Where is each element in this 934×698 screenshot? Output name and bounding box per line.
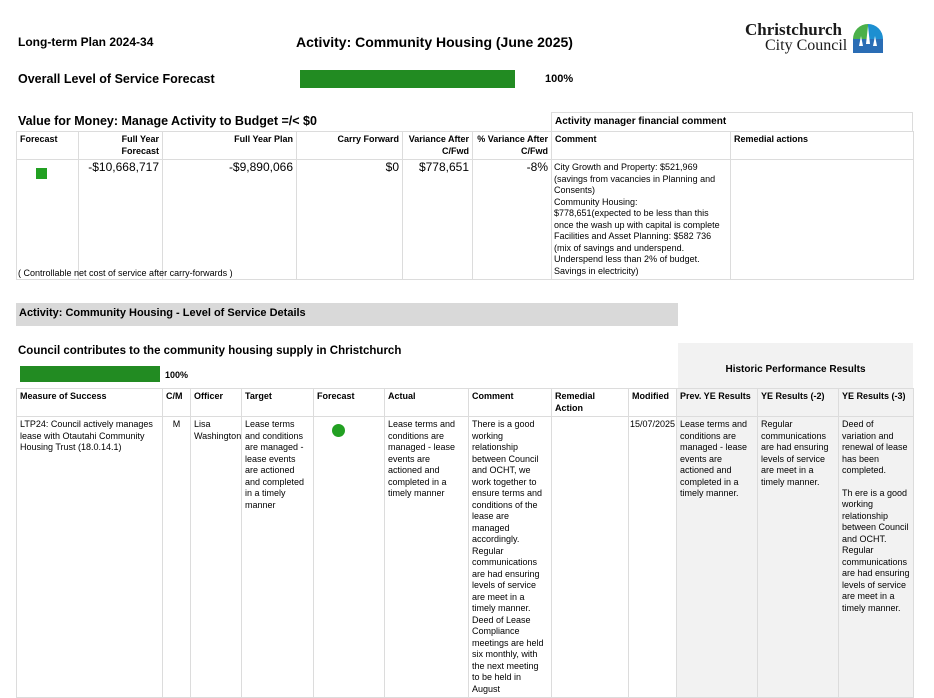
comment-line: $778,651(expected to be less than this o… [554, 208, 720, 230]
los-progress-bar [20, 366, 160, 382]
comment: There is a good working relationship bet… [468, 416, 552, 698]
section-header: Activity: Community Housing - Level of S… [16, 303, 678, 326]
los-title: Council contributes to the community hou… [18, 345, 402, 357]
col-remedial: Remedial actions [730, 131, 914, 160]
footnote: ( Controllable net cost of service after… [18, 268, 233, 278]
col-remedial: Remedial Action [551, 388, 629, 417]
prev-ye-results: Lease terms and conditions are managed -… [676, 416, 758, 698]
col-pct-variance: % Variance After C/Fwd [472, 131, 552, 160]
table-row: LTP24: Council actively manages lease wi… [16, 416, 914, 698]
col-ye3: YE Results (-3) [838, 388, 914, 417]
forecast-cell [313, 416, 385, 698]
col-target: Target [241, 388, 314, 417]
ye3-para: Th ere is a good working relationship be… [842, 487, 910, 613]
table-row: -$10,668,717 -$9,890,066 $0 $778,651 -8%… [16, 159, 914, 280]
comment-line: (savings from vacancies in Planning and … [554, 173, 716, 196]
col-variance: Variance After C/Fwd [402, 131, 473, 160]
financial-comment-header: Activity manager financial comment [551, 112, 913, 132]
modified: 15/07/2025 [628, 416, 677, 698]
col-forecast: Forecast [16, 131, 79, 160]
forecast-green-square-icon [36, 168, 47, 179]
ye2-results: Regular communications are had ensuring … [757, 416, 839, 698]
historic-title: Historic Performance Results [725, 364, 866, 375]
comment-line: Savings in electricity) [554, 265, 639, 276]
activity-title: Activity: Community Housing (June 2025) [296, 34, 573, 50]
logo-line1: Christchurch [745, 20, 842, 39]
comment-line: (mix of savings and underspend. [554, 242, 685, 253]
col-modified: Modified [628, 388, 677, 417]
los-percent: 100% [165, 370, 189, 380]
officer: Lisa Washington [190, 416, 242, 698]
comment-line: Community Housing: [554, 196, 638, 207]
target: Lease terms and conditions are managed -… [241, 416, 314, 698]
measure: LTP24: Council actively manages lease wi… [16, 416, 163, 698]
overall-progress-bar [300, 70, 515, 88]
col-actual: Actual [384, 388, 469, 417]
forecast-cell [16, 159, 79, 280]
vfm-table: Forecast Full Year Forecast Full Year Pl… [16, 131, 914, 280]
overall-label: Overall Level of Service Forecast [18, 72, 215, 86]
overall-percent: 100% [545, 73, 574, 85]
col-prev-ye: Prev. YE Results [676, 388, 758, 417]
carry-forward: $0 [296, 159, 403, 280]
comment-line: Facilities and Asset Planning: $582 736 [554, 231, 712, 241]
col-comment: Comment [468, 388, 552, 417]
comment-line: City Growth and Property: $521,969 [554, 162, 698, 172]
remedial-action [551, 416, 629, 698]
remedial-actions [730, 159, 914, 280]
los-table: Measure of Success C/M Officer Target Fo… [16, 388, 914, 698]
variance: $778,651 [402, 159, 473, 280]
ye3-para: Deed of variation and renewal of lease h… [842, 419, 908, 475]
full-year-plan: -$9,890,066 [162, 159, 297, 280]
col-measure: Measure of Success [16, 388, 163, 417]
ye3-results: Deed of variation and renewal of lease h… [838, 416, 914, 698]
actual: Lease terms and conditions are managed -… [384, 416, 469, 698]
comment-line: Underspend less than 2% of budget. [554, 254, 700, 264]
council-logo: Christchurch City Council [745, 20, 890, 58]
col-full-year-forecast: Full Year Forecast [78, 131, 163, 160]
col-comment: Comment [551, 131, 731, 160]
col-cm: C/M [162, 388, 191, 417]
cm: M [162, 416, 191, 698]
col-ye2: YE Results (-2) [757, 388, 839, 417]
financial-comment: City Growth and Property: $521,969 (savi… [551, 159, 731, 280]
cathedral-logo-icon [853, 24, 883, 53]
col-forecast: Forecast [313, 388, 385, 417]
plan-title: Long-term Plan 2024-34 [18, 35, 154, 49]
col-full-year-plan: Full Year Plan [162, 131, 297, 160]
col-officer: Officer [190, 388, 242, 417]
vfm-title: Value for Money: Manage Activity to Budg… [18, 114, 317, 128]
full-year-forecast: -$10,668,717 [78, 159, 163, 280]
col-carry-forward: Carry Forward [296, 131, 403, 160]
forecast-green-circle-icon [332, 424, 345, 437]
pct-variance: -8% [472, 159, 552, 280]
logo-line2: City Council [765, 37, 848, 54]
